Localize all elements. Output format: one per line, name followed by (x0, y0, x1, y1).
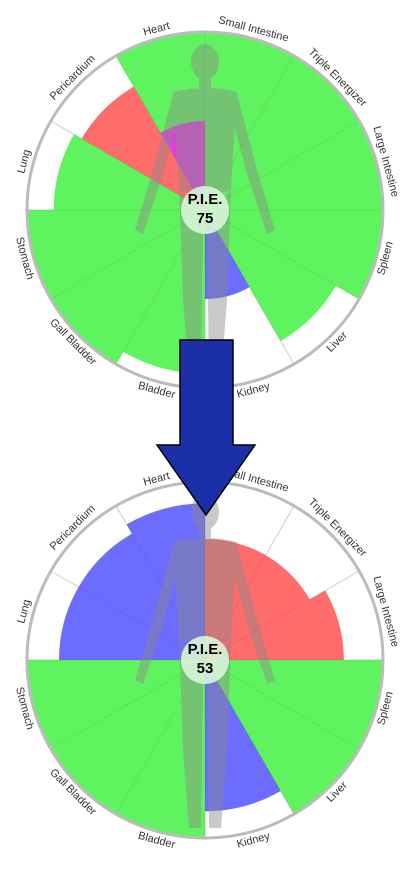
segment-pericardium (78, 533, 205, 660)
segment-pericardium (81, 86, 205, 210)
pie-score-value: 75 (197, 210, 214, 227)
segment-stomach (27, 660, 205, 749)
segment-large-intestine (205, 121, 383, 210)
segment-triple-energizer (205, 55, 360, 210)
segment-liver (205, 660, 360, 815)
pie-score-label: P.I.E. (188, 641, 223, 658)
segment-lung (53, 134, 206, 210)
segment-triple-energizer (205, 555, 310, 660)
pie-score-badge: P.I.E. 53 (181, 636, 229, 684)
pie-score-value: 53 (197, 660, 214, 677)
segment-kidney (205, 660, 281, 812)
segment-small-intestine (205, 538, 266, 660)
segment-spleen (205, 660, 383, 749)
human-silhouette-icon (135, 494, 275, 828)
down-arrow-icon (155, 339, 257, 517)
segment-large-intestine (205, 590, 344, 660)
segment-gall-bladder (50, 210, 205, 365)
segment-kidney (205, 210, 250, 299)
segment-lung (59, 587, 205, 660)
segment-spleen (205, 210, 383, 299)
segment-liver (205, 210, 337, 342)
pie-score-badge: P.I.E. 75 (181, 186, 229, 234)
down-arrow-shape (155, 339, 257, 517)
pie-score-label: P.I.E. (188, 191, 223, 208)
segment-heart (126, 503, 205, 660)
segment-bladder (123, 210, 205, 374)
segment-stomach (27, 210, 205, 299)
segment-gall-bladder (50, 660, 205, 815)
segment-small-intestine (205, 32, 294, 210)
segment-bladder (116, 660, 205, 838)
human-silhouette-icon (135, 44, 275, 378)
segment-heart-inner (160, 121, 205, 210)
